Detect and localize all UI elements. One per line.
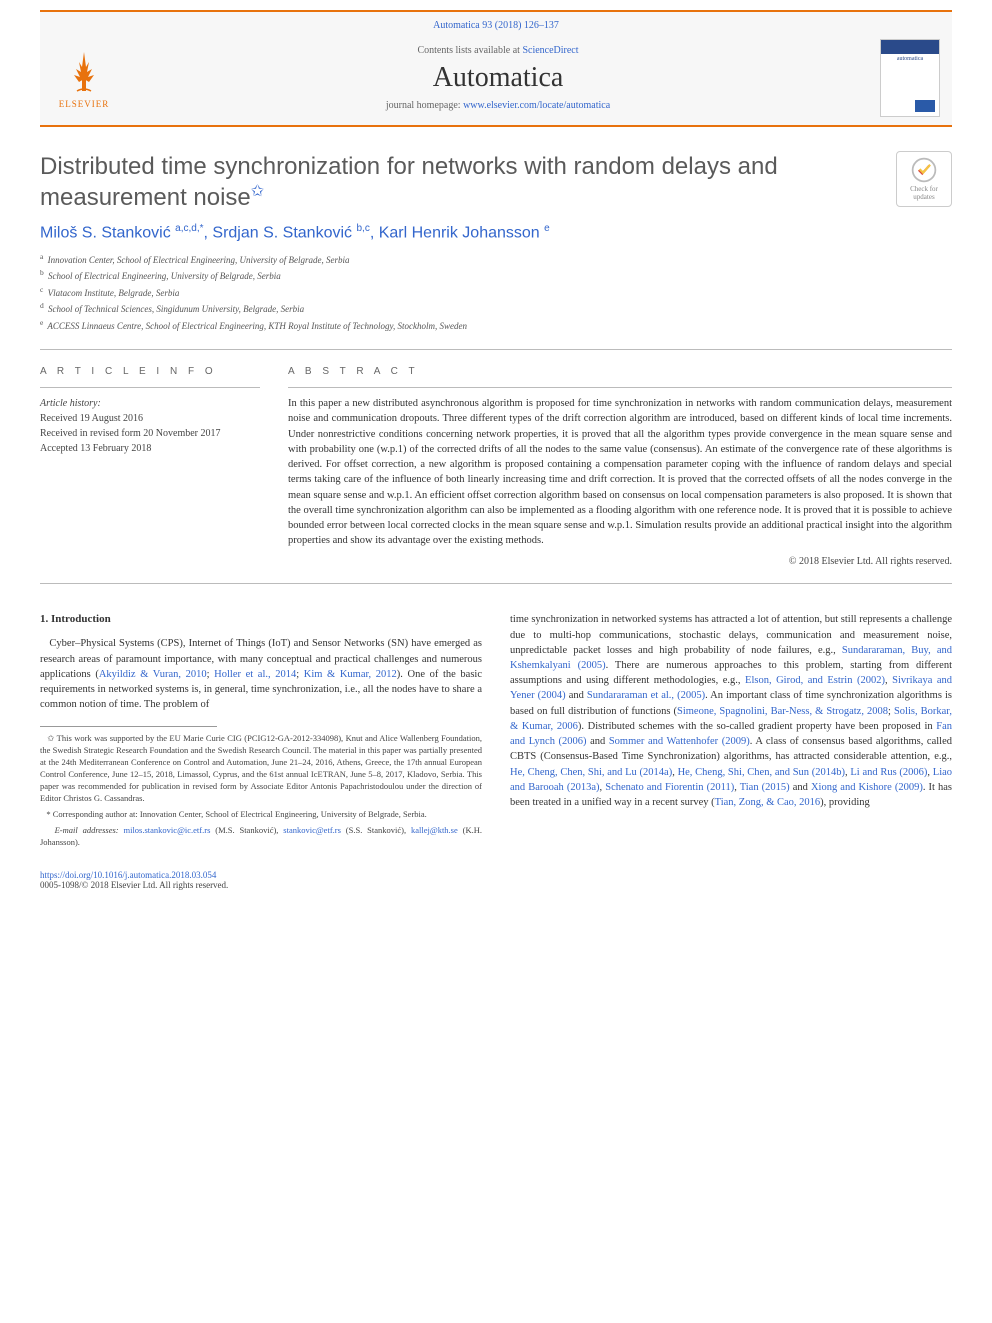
elsevier-wordmark: ELSEVIER — [59, 99, 110, 109]
divider — [40, 583, 952, 584]
abstract-text: In this paper a new distributed asynchro… — [288, 396, 952, 548]
contents-prefix: Contents lists available at — [417, 45, 522, 56]
abstract-copyright: © 2018 Elsevier Ltd. All rights reserved… — [288, 556, 952, 567]
divider — [40, 387, 260, 388]
article-history: Article history: Received 19 August 2016… — [40, 396, 260, 456]
ifac-badge — [915, 100, 935, 112]
author-affiliation-marks: b,c — [356, 223, 369, 234]
sciencedirect-link[interactable]: ScienceDirect — [522, 45, 578, 56]
journal-homepage-line: journal homepage: www.elsevier.com/locat… — [116, 100, 880, 111]
issn-copyright: 0005-1098/© 2018 Elsevier Ltd. All right… — [40, 880, 228, 890]
citation-link[interactable]: Tian (2015) — [740, 782, 790, 793]
header-inner: ELSEVIER Contents lists available at Sci… — [52, 39, 940, 117]
citation-link[interactable]: Elson, Girod, and Estrin (2002) — [745, 675, 885, 686]
page-footer: https://doi.org/10.1016/j.automatica.201… — [40, 870, 952, 890]
section-heading: 1. Introduction — [40, 612, 482, 628]
citation-link[interactable]: Li and Rus (2006) — [850, 767, 927, 778]
author-affiliation-marks: e — [544, 223, 550, 234]
homepage-prefix: journal homepage: — [386, 100, 463, 111]
citation-link[interactable]: Sundararaman et al., (2005) — [587, 690, 705, 701]
history-accepted: Accepted 13 February 2018 — [40, 441, 260, 456]
email-link[interactable]: kallej@kth.se — [411, 825, 458, 835]
citation-link[interactable]: Akyildiz & Vuran, 2010 — [99, 669, 207, 680]
info-abstract-row: A R T I C L E I N F O Article history: R… — [40, 366, 952, 567]
history-label: Article history: — [40, 396, 260, 411]
citation-link[interactable]: He, Cheng, Chen, Shi, and Lu (2014a) — [510, 767, 672, 778]
title-row: Distributed time synchronization for net… — [40, 151, 952, 333]
affiliation-line: e ACCESS Linnaeus Centre, School of Elec… — [40, 317, 880, 334]
funding-footnote: ✩ This work was supported by the EU Mari… — [40, 733, 482, 804]
abstract-label: A B S T R A C T — [288, 366, 952, 377]
journal-cover-thumbnail: automatica — [880, 39, 940, 117]
header-center: Contents lists available at ScienceDirec… — [116, 45, 880, 111]
article-info-label: A R T I C L E I N F O — [40, 366, 260, 377]
citation-link[interactable]: Kim & Kumar, 2012 — [304, 669, 397, 680]
corresponding-footnote: * Corresponding author at: Innovation Ce… — [40, 809, 482, 821]
affiliation-line: a Innovation Center, School of Electrica… — [40, 251, 880, 268]
journal-header-band: Automatica 93 (2018) 126–137 ELSEVIER Co… — [40, 10, 952, 127]
elsevier-tree-icon — [59, 47, 109, 97]
history-revised: Received in revised form 20 November 201… — [40, 426, 260, 441]
citation-link[interactable]: Simeone, Spagnolini, Bar-Ness, & Strogat… — [677, 706, 888, 717]
authors-line: Miloš S. Stanković a,c,d,*, Srdjan S. St… — [40, 223, 880, 242]
thumb-title: automatica — [883, 56, 937, 62]
body-column-right: time synchronization in networked system… — [510, 612, 952, 848]
email-link[interactable]: stankovic@etf.rs — [283, 825, 341, 835]
elsevier-logo: ELSEVIER — [52, 42, 116, 114]
main-content: Distributed time synchronization for net… — [40, 151, 952, 848]
citation-link[interactable]: Tian, Zong, & Cao, 2016 — [715, 797, 821, 808]
article-info-column: A R T I C L E I N F O Article history: R… — [40, 366, 260, 567]
body-two-columns: 1. Introduction Cyber–Physical Systems (… — [40, 612, 952, 848]
citation-link[interactable]: Sommer and Wattenhofer (2009) — [609, 736, 750, 747]
email-footnote: E-mail addresses: milos.stankovic@ic.etf… — [40, 825, 482, 849]
journal-homepage-link[interactable]: www.elsevier.com/locate/automatica — [463, 100, 610, 111]
title-text: Distributed time synchronization for net… — [40, 153, 778, 211]
paper-title: Distributed time synchronization for net… — [40, 151, 880, 213]
citation-link[interactable]: Xiong and Kishore (2009) — [811, 782, 923, 793]
footnote-separator — [40, 726, 217, 727]
journal-name: Automatica — [116, 62, 880, 94]
crossmark-label: Check forupdates — [910, 186, 938, 201]
contents-available-line: Contents lists available at ScienceDirec… — [116, 45, 880, 56]
history-received: Received 19 August 2016 — [40, 411, 260, 426]
email-link[interactable]: milos.stankovic@ic.etf.rs — [123, 825, 210, 835]
citation-link[interactable]: Holler et al., 2014 — [214, 669, 296, 680]
affiliations-block: a Innovation Center, School of Electrica… — [40, 251, 880, 334]
body-paragraph: time synchronization in networked system… — [510, 612, 952, 810]
crossmark-icon — [910, 156, 938, 184]
body-paragraph: Cyber–Physical Systems (CPS), Internet o… — [40, 636, 482, 712]
affiliation-line: c Vlatacom Institute, Belgrade, Serbia — [40, 284, 880, 301]
citation-link[interactable]: Schenato and Fiorentin (2011) — [605, 782, 734, 793]
affiliation-line: d School of Technical Sciences, Singidun… — [40, 300, 880, 317]
abstract-column: A B S T R A C T In this paper a new dist… — [288, 366, 952, 567]
journal-reference: Automatica 93 (2018) 126–137 — [52, 20, 940, 31]
author-name[interactable]: Miloš S. Stanković — [40, 225, 175, 242]
title-block: Distributed time synchronization for net… — [40, 151, 880, 333]
doi-link[interactable]: https://doi.org/10.1016/j.automatica.201… — [40, 870, 216, 880]
title-footnote-star: ✩ — [251, 183, 264, 200]
divider — [288, 387, 952, 388]
body-column-left: 1. Introduction Cyber–Physical Systems (… — [40, 612, 482, 848]
author-affiliation-marks: a,c,d,* — [175, 223, 203, 234]
crossmark-badge[interactable]: Check forupdates — [896, 151, 952, 207]
divider — [40, 349, 952, 350]
citation-link[interactable]: He, Cheng, Shi, Chen, and Sun (2014b) — [678, 767, 845, 778]
author-name[interactable]: Karl Henrik Johansson — [379, 225, 544, 242]
author-name[interactable]: Srdjan S. Stanković — [212, 225, 356, 242]
affiliation-line: b School of Electrical Engineering, Univ… — [40, 267, 880, 284]
